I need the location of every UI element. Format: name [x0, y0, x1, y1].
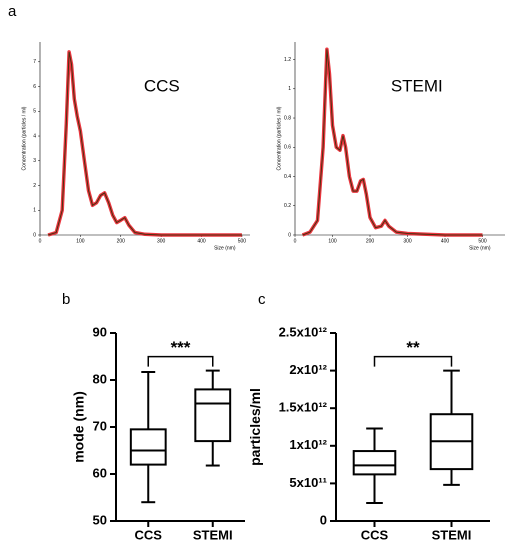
y-tick-label: 0.4: [284, 174, 291, 180]
y-tick-label: 70: [93, 418, 107, 433]
box: [352, 450, 397, 476]
x-tick-label: CCS: [361, 527, 389, 542]
y-tick-label: 3: [33, 158, 36, 164]
y-tick-label: 1: [33, 208, 36, 214]
box: [129, 428, 167, 466]
y-tick-label: 0.8: [284, 115, 291, 121]
x-tick-label: CCS: [135, 527, 163, 542]
significance: ***: [171, 338, 191, 357]
x-tick-label: 200: [366, 238, 375, 244]
y-tick-label: 4: [33, 133, 36, 139]
x-tick-label: 100: [76, 238, 85, 244]
y-tick-label: 2.5x10¹²: [279, 324, 328, 339]
y-tick-label: 6: [33, 84, 36, 90]
y-axis-label: Concentration (particles / ml): [276, 106, 282, 170]
y-axis-label: Concentration (particles / ml): [21, 106, 27, 170]
y-tick-label: 0.6: [284, 145, 291, 151]
y-tick-label: 2: [33, 183, 36, 189]
x-tick-label: 500: [478, 238, 487, 244]
x-tick-label: 400: [197, 238, 206, 244]
y-tick-label: 1x10¹²: [289, 437, 327, 452]
significance-bracket: [147, 355, 214, 367]
x-axis-label: Size (nm): [214, 245, 236, 251]
x-tick-label: 200: [117, 238, 126, 244]
x-tick-label: 500: [238, 238, 247, 244]
x-tick-label: 0: [294, 238, 297, 244]
x-axis-label: Size (nm): [469, 245, 491, 251]
x-tick-label: STEMI: [432, 527, 472, 542]
x-tick-label: 0: [39, 238, 42, 244]
significance-bracket: [373, 355, 453, 367]
y-tick-label: 5x10¹¹: [289, 475, 327, 490]
panel-label: c: [258, 291, 266, 308]
x-tick-label: 400: [441, 238, 450, 244]
y-tick-label: 1: [288, 86, 291, 92]
y-tick-label: 0: [320, 512, 327, 527]
panel-label: b: [62, 291, 70, 308]
y-tick-label: 0.2: [284, 203, 291, 209]
y-tick-label: 60: [93, 465, 107, 480]
y-axis-label: mode (nm): [70, 391, 86, 463]
line: [47, 51, 242, 236]
y-tick-label: 90: [93, 324, 107, 339]
box: [194, 388, 232, 443]
y-tick-label: 80: [93, 371, 107, 386]
y-tick-label: 1.2: [284, 57, 291, 63]
y-tick-label: 0: [288, 232, 291, 238]
y-tick-label: 2x10¹²: [289, 362, 327, 377]
y-axis-label: particles/ml: [247, 388, 263, 466]
x-tick-label: 300: [157, 238, 166, 244]
line: [302, 49, 483, 236]
x-tick-label: STEMI: [193, 527, 233, 542]
significance: **: [406, 338, 420, 357]
annotation: STEMI: [391, 76, 443, 95]
y-tick-label: 50: [93, 512, 107, 527]
y-tick-label: 0: [33, 232, 36, 238]
panel-label: a: [8, 3, 17, 20]
y-tick-label: 7: [33, 59, 36, 65]
x-tick-label: 100: [328, 238, 337, 244]
annotation: CCS: [144, 76, 180, 95]
y-tick-label: 5: [33, 109, 36, 115]
y-tick-label: 1.5x10¹²: [279, 400, 328, 415]
x-tick-label: 300: [403, 238, 412, 244]
